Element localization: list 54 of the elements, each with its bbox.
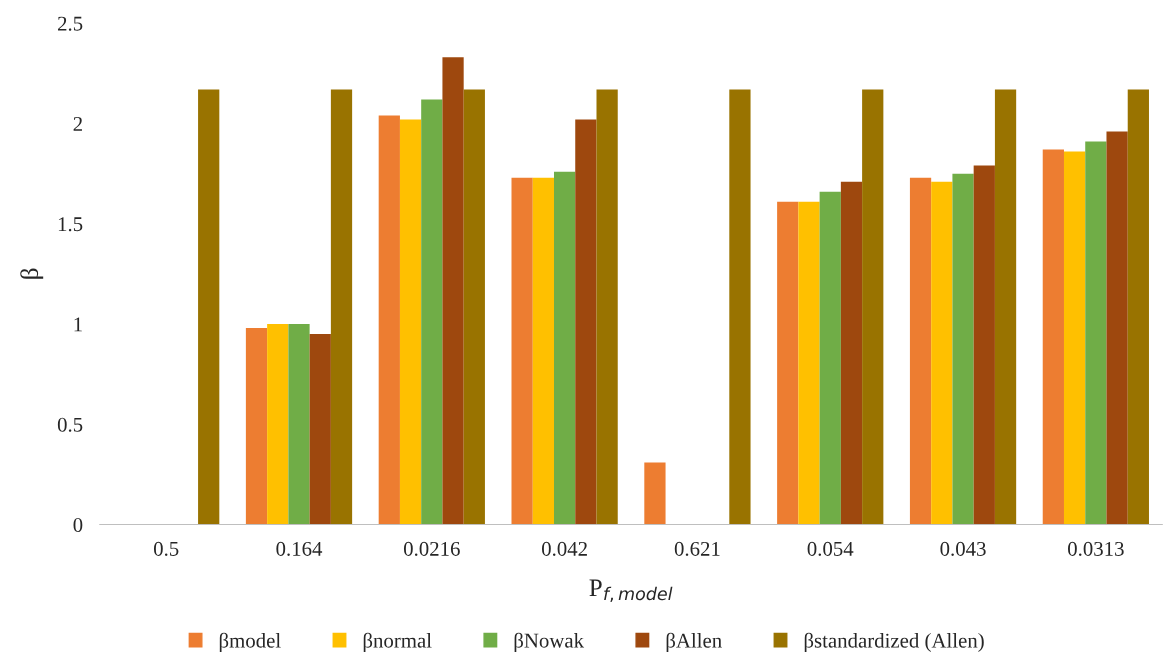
bar xyxy=(198,89,220,525)
bar xyxy=(840,181,863,525)
y-tick-label: 0.5 xyxy=(57,417,83,432)
x-axis-title: P$_{f,model}$ xyxy=(589,579,673,603)
bar xyxy=(267,324,289,525)
bar xyxy=(378,115,400,525)
x-tick-label: 0.621 xyxy=(674,541,720,556)
bar xyxy=(1127,89,1149,525)
legend-label: βstandardized (Allen) xyxy=(804,632,984,652)
bar xyxy=(994,89,1017,525)
x-tick-label: 0.043 xyxy=(940,541,986,556)
y-tick-label: 1 xyxy=(74,317,82,332)
bar xyxy=(421,99,443,525)
legend-label: βNowak xyxy=(514,632,585,652)
bar xyxy=(575,119,597,525)
legend-label: βmodel xyxy=(219,632,281,652)
bar xyxy=(1042,149,1064,525)
bar xyxy=(245,328,268,525)
bar xyxy=(399,119,422,525)
bar xyxy=(952,173,974,525)
y-axis-title: β xyxy=(20,268,44,279)
y-tick-label: 0 xyxy=(73,517,83,532)
x-tick-label: 0.054 xyxy=(807,541,854,556)
bar xyxy=(511,177,533,525)
bar xyxy=(1063,151,1086,525)
bar xyxy=(463,89,485,525)
x-tick-label: 0.042 xyxy=(541,541,587,556)
bar xyxy=(1106,131,1128,525)
x-tick-label: 0.5 xyxy=(153,541,179,556)
bar xyxy=(596,89,618,525)
bar xyxy=(862,89,884,525)
bar xyxy=(729,89,751,525)
bar xyxy=(931,181,953,525)
bar xyxy=(309,334,331,525)
bar xyxy=(644,462,666,525)
bar xyxy=(798,201,820,525)
y-tick-label: 2.5 xyxy=(58,16,83,31)
bar xyxy=(554,171,576,525)
legend-label: βAllen xyxy=(666,632,722,652)
x-tick-label: 0.0313 xyxy=(1068,541,1124,556)
bar xyxy=(442,57,464,525)
bar xyxy=(330,89,353,525)
bar xyxy=(819,191,841,525)
bar xyxy=(909,177,932,525)
y-tick-label: 2 xyxy=(73,116,82,131)
bar xyxy=(532,177,554,525)
bar xyxy=(777,201,799,525)
x-tick-label: 0.0216 xyxy=(403,541,460,556)
y-tick-label: 1.5 xyxy=(58,217,83,232)
legend-label: βnormal xyxy=(363,632,432,652)
bar xyxy=(1085,141,1107,525)
bar xyxy=(973,165,995,525)
x-tick-label: 0.164 xyxy=(276,541,323,556)
bar xyxy=(288,324,310,525)
